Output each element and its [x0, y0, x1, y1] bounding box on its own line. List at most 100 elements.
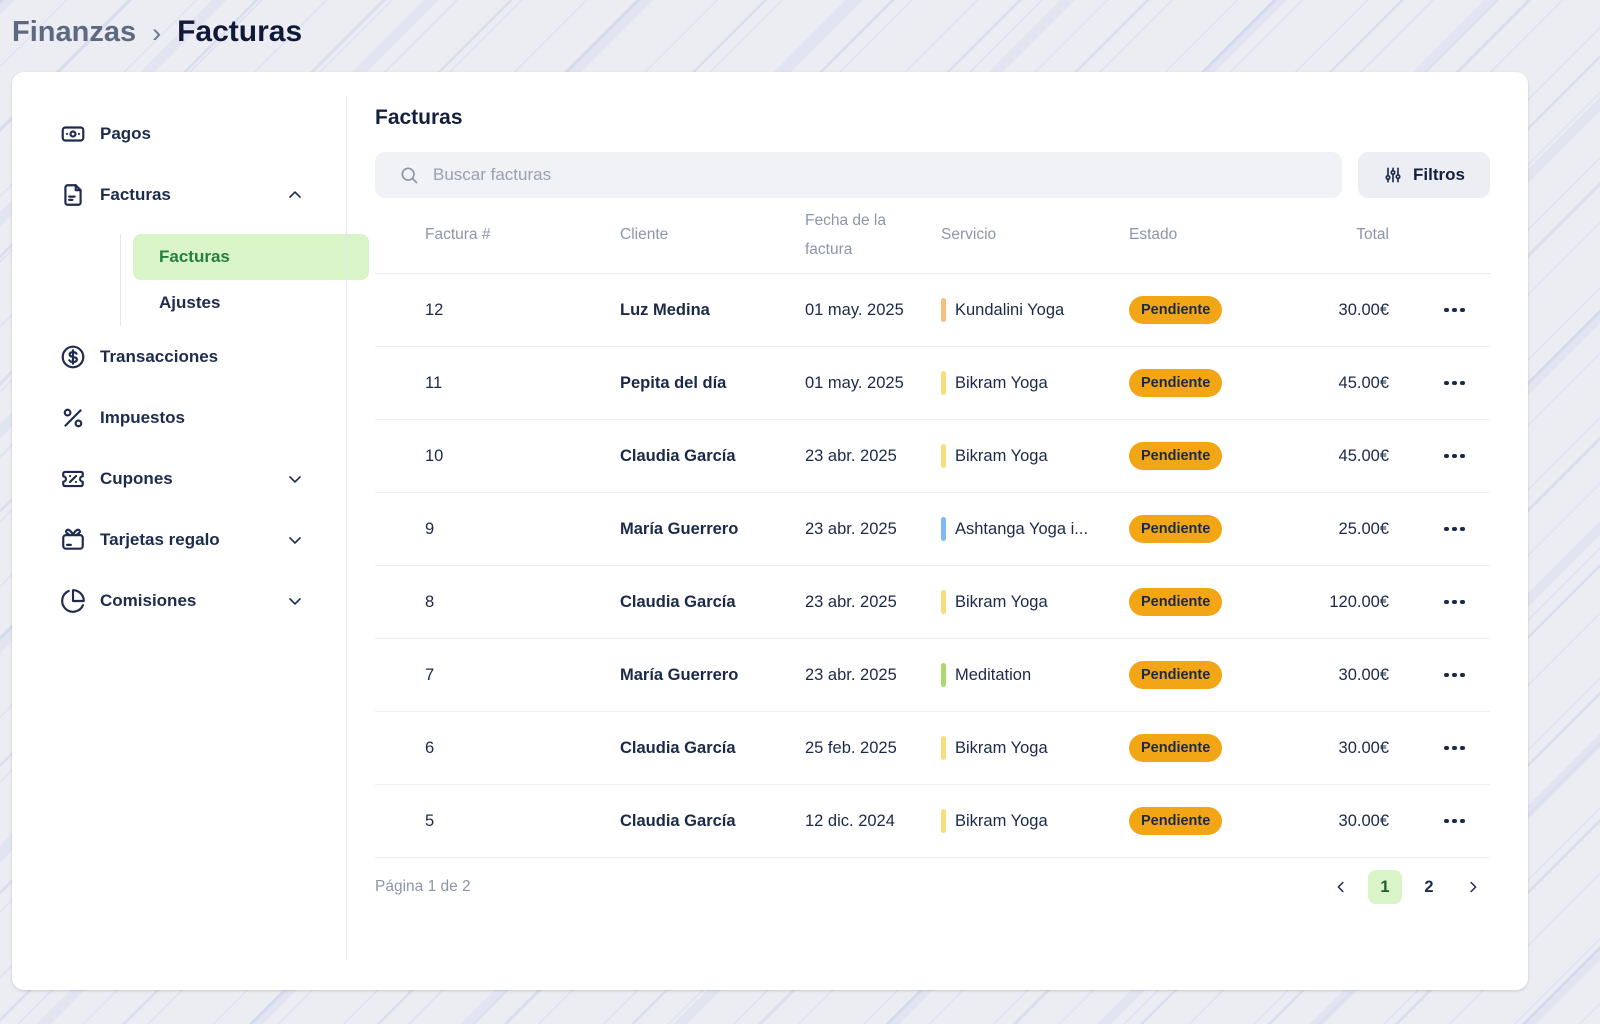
invoice-total: 30.00€ — [1338, 738, 1389, 757]
invoice-date: 01 may. 2025 — [805, 300, 904, 319]
invoice-client: Claudia García — [620, 592, 736, 611]
invoice-number: 8 — [425, 592, 435, 611]
sidebar-item-tarjetas-regalo[interactable]: Tarjetas regalo — [60, 518, 347, 562]
service-name: Bikram Yoga — [955, 592, 1048, 611]
invoice-date: 01 may. 2025 — [805, 373, 904, 392]
status-badge: Pendiente — [1129, 296, 1223, 324]
ellipsis-icon — [1444, 453, 1449, 459]
table-row[interactable]: 7 María Guerrero 23 abr. 2025 Meditation… — [375, 639, 1490, 712]
previous-page-button[interactable] — [1324, 870, 1358, 904]
invoice-number: 5 — [425, 811, 435, 830]
row-actions-button[interactable] — [1434, 371, 1475, 396]
status-badge: Pendiente — [1129, 734, 1223, 762]
sidebar-item-label: Pagos — [100, 124, 152, 143]
sidebar-item-label: Cupones — [100, 469, 173, 488]
chevron-down-icon — [285, 591, 305, 611]
invoice-number: 10 — [425, 446, 444, 465]
breadcrumb: Finanzas › Facturas — [0, 0, 1600, 72]
column-header-estado: Estado — [1129, 226, 1178, 244]
column-header-fecha: Fecha de la factura — [805, 211, 886, 258]
section-title: Facturas — [375, 106, 463, 129]
column-header-total: Total — [1356, 226, 1389, 244]
invoices-card: Pagos Facturas Facturas Ajustes — [12, 72, 1528, 990]
search-input[interactable] — [433, 165, 1326, 185]
row-actions-button[interactable] — [1434, 590, 1475, 615]
status-badge: Pendiente — [1129, 661, 1223, 689]
submenu-item-ajustes[interactable]: Ajustes — [133, 280, 369, 326]
status-badge: Pendiente — [1129, 515, 1223, 543]
table-row[interactable]: 11 Pepita del día 01 may. 2025 Bikram Yo… — [375, 347, 1490, 420]
invoice-date: 23 abr. 2025 — [805, 446, 897, 465]
invoice-number: 12 — [425, 300, 444, 319]
toolbar: Filtros — [375, 152, 1490, 198]
table-row[interactable]: 12 Luz Medina 01 may. 2025 Kundalini Yog… — [375, 274, 1490, 347]
row-actions-button[interactable] — [1434, 809, 1475, 834]
pie-chart-icon — [61, 589, 85, 613]
invoice-total: 45.00€ — [1338, 446, 1389, 465]
invoices-main: Facturas Filtros Factura # Cliente Fecha — [347, 72, 1528, 990]
table-row[interactable]: 10 Claudia García 23 abr. 2025 Bikram Yo… — [375, 420, 1490, 493]
column-header-servicio: Servicio — [941, 226, 997, 244]
page-title: Facturas — [177, 15, 303, 48]
service-color-bar — [941, 590, 946, 614]
sidebar-item-comisiones[interactable]: Comisiones — [60, 579, 347, 623]
page-button-1[interactable]: 1 — [1368, 870, 1402, 904]
search-box — [375, 152, 1342, 198]
sidebar-item-transacciones[interactable]: Transacciones — [60, 335, 347, 379]
invoice-client: Claudia García — [620, 446, 736, 465]
row-actions-button[interactable] — [1434, 298, 1475, 323]
service-color-bar — [941, 663, 946, 687]
submenu-item-facturas[interactable]: Facturas — [133, 234, 369, 280]
invoice-date: 23 abr. 2025 — [805, 592, 897, 611]
page-button-2[interactable]: 2 — [1412, 870, 1446, 904]
sidebar-item-label: Tarjetas regalo — [100, 530, 220, 549]
ellipsis-icon — [1444, 380, 1449, 386]
invoice-total: 120.00€ — [1329, 592, 1389, 611]
column-header-cliente: Cliente — [620, 226, 669, 244]
status-badge: Pendiente — [1129, 369, 1223, 397]
sidebar-item-facturas[interactable]: Facturas — [60, 173, 347, 217]
row-actions-button[interactable] — [1434, 517, 1475, 542]
row-actions-button[interactable] — [1434, 663, 1475, 688]
invoice-number: 6 — [425, 738, 435, 757]
breadcrumb-separator-icon: › — [152, 17, 162, 48]
sidebar-item-label: Comisiones — [100, 591, 197, 610]
invoice-service: Bikram Yoga — [941, 809, 1129, 833]
row-actions-button[interactable] — [1434, 736, 1475, 761]
sidebar-item-pagos[interactable]: Pagos — [60, 112, 347, 156]
filters-button[interactable]: Filtros — [1358, 152, 1490, 198]
breadcrumb-parent[interactable]: Finanzas — [12, 15, 137, 48]
invoice-service: Ashtanga Yoga i... — [941, 517, 1129, 541]
table-body: 12 Luz Medina 01 may. 2025 Kundalini Yog… — [375, 274, 1490, 858]
ellipsis-icon — [1444, 818, 1449, 824]
invoice-status: Pendiente — [1129, 369, 1309, 397]
service-color-bar — [941, 298, 946, 322]
invoice-client: Luz Medina — [620, 300, 710, 319]
table-header: Factura # Cliente Fecha de la factura Se… — [375, 198, 1490, 274]
pagination: Página 1 de 2 1 2 — [375, 858, 1490, 916]
invoice-date: 23 abr. 2025 — [805, 519, 897, 538]
table-row[interactable]: 6 Claudia García 25 feb. 2025 Bikram Yog… — [375, 712, 1490, 785]
sliders-icon — [1385, 167, 1401, 183]
invoice-service: Bikram Yoga — [941, 371, 1129, 395]
table-row[interactable]: 9 María Guerrero 23 abr. 2025 Ashtanga Y… — [375, 493, 1490, 566]
service-name: Bikram Yoga — [955, 738, 1048, 757]
sidebar-item-impuestos[interactable]: Impuestos — [60, 396, 347, 440]
invoice-status: Pendiente — [1129, 296, 1309, 324]
sidebar-item-cupones[interactable]: Cupones — [60, 457, 347, 501]
column-header-factura: Factura # — [425, 226, 491, 244]
invoice-client: Pepita del día — [620, 373, 727, 392]
table-row[interactable]: 8 Claudia García 23 abr. 2025 Bikram Yog… — [375, 566, 1490, 639]
row-actions-button[interactable] — [1434, 444, 1475, 469]
service-color-bar — [941, 809, 946, 833]
next-page-button[interactable] — [1456, 870, 1490, 904]
invoice-number: 9 — [425, 519, 435, 538]
status-badge: Pendiente — [1129, 442, 1223, 470]
table-row[interactable]: 5 Claudia García 12 dic. 2024 Bikram Yog… — [375, 785, 1490, 858]
search-icon — [401, 167, 418, 184]
pager-controls: 1 2 — [1324, 870, 1490, 904]
invoice-number: 11 — [425, 373, 443, 392]
invoice-total: 25.00€ — [1338, 519, 1389, 538]
invoice-service: Bikram Yoga — [941, 736, 1129, 760]
service-color-bar — [941, 371, 946, 395]
